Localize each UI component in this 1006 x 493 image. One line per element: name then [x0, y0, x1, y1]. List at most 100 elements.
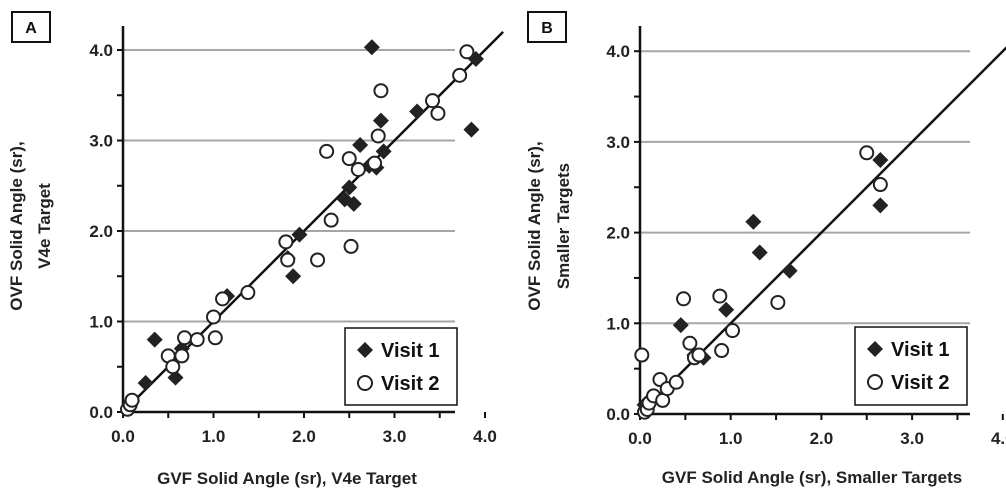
legend-marker-diamond: [357, 342, 373, 358]
data-point-circle: [452, 67, 468, 83]
y-tick-label: 1.0: [89, 313, 113, 332]
y-axis-label-line-1: OVF Solid Angle (sr),: [7, 141, 26, 310]
data-point-circle: [310, 252, 326, 268]
x-tick-label: 1.0: [719, 429, 743, 448]
data-point-diamond: [285, 268, 302, 285]
legend: Visit 1 Visit 2: [854, 326, 968, 406]
data-point-diamond: [872, 197, 889, 214]
data-point-diamond: [137, 375, 154, 392]
series-visit-1: [636, 152, 889, 413]
x-axis-label: GVF Solid Angle (sr), V4e Target: [157, 469, 417, 488]
series-visit-2: [120, 44, 475, 417]
data-point-circle: [174, 348, 190, 364]
data-point-diamond: [463, 121, 480, 138]
legend-entry-label: Visit 1: [891, 339, 950, 361]
legend-entry-label: Visit 1: [381, 340, 440, 362]
x-tick-label: 4.0: [991, 429, 1006, 448]
data-point-circle: [124, 392, 140, 408]
data-point-circle: [459, 44, 475, 60]
x-tick-label: 3.0: [383, 427, 407, 446]
series-visit-2: [634, 145, 888, 420]
data-point-circle: [341, 151, 357, 167]
data-point-diamond: [718, 301, 735, 318]
data-point-diamond: [341, 179, 358, 196]
data-point-diamond: [345, 195, 362, 212]
chart-panel-B: 0.0 1.0 2.0 3.0 4.0 0.0 1.0 2.0 3.0 4.0 GVF Solid …: [525, 11, 1006, 487]
x-tick-label: 0.0: [628, 429, 652, 448]
data-point-circle: [425, 93, 441, 109]
chart-panel-A: 0.0 1.0 2.0 3.0 4.0 0.0 1.0 2.0 3.0 4.0 GVF Solid …: [7, 11, 504, 488]
data-point-circle: [373, 83, 389, 99]
data-point-circle: [177, 330, 193, 346]
data-point-circle: [206, 309, 221, 325]
data-point-circle: [319, 143, 335, 159]
x-tick-label: 0.0: [111, 427, 135, 446]
x-tick-label: 3.0: [900, 429, 924, 448]
x-tick-label: 2.0: [292, 427, 316, 446]
data-point-diamond: [291, 226, 308, 243]
legend-marker-circle: [867, 374, 883, 390]
data-point-diamond: [352, 137, 369, 154]
data-point-circle: [278, 234, 294, 250]
legend-box: [344, 327, 458, 406]
data-point-diamond: [672, 317, 689, 334]
data-point-circle: [691, 347, 707, 363]
data-point-circle: [240, 285, 256, 301]
data-point-circle: [714, 343, 730, 359]
y-tick-label: 0.0: [89, 403, 113, 422]
data-point-diamond: [781, 262, 798, 279]
panel-label-A: A: [11, 11, 51, 43]
data-point-circle: [634, 347, 650, 363]
legend-entry-label: Visit 2: [381, 373, 440, 395]
data-point-circle: [165, 359, 181, 375]
data-point-circle: [676, 291, 692, 307]
data-point-circle: [350, 161, 366, 177]
panel-label-box: [11, 11, 51, 43]
data-point-circle: [370, 128, 386, 144]
data-point-diamond: [751, 244, 768, 261]
data-point-circle: [343, 238, 359, 254]
data-point-circle: [215, 291, 231, 307]
data-point-circle: [872, 177, 888, 193]
data-point-diamond: [372, 112, 389, 129]
x-axis-label: GVF Solid Angle (sr), Smaller Targets: [662, 468, 962, 487]
panel-label-box: [527, 11, 567, 43]
data-point-circle: [770, 294, 786, 310]
y-tick-label: 0.0: [606, 405, 630, 424]
legend-marker-circle: [357, 375, 373, 391]
data-point-circle: [189, 332, 205, 348]
data-point-circle: [367, 155, 383, 171]
y-tick-label: 3.0: [89, 132, 113, 151]
y-tick-label: 2.0: [606, 224, 630, 243]
y-tick-label: 2.0: [89, 222, 113, 241]
data-point-circle: [682, 335, 698, 351]
data-point-circle: [323, 212, 339, 228]
y-tick-label: 1.0: [606, 314, 630, 333]
y-tick-label: 4.0: [89, 41, 113, 60]
data-point-circle: [859, 145, 875, 161]
panel-label-B: B: [527, 11, 567, 43]
y-tick-label: 3.0: [606, 133, 630, 152]
data-point-diamond: [745, 213, 762, 230]
data-point-diamond: [363, 39, 380, 56]
y-tick-label: 4.0: [606, 42, 630, 61]
data-point-diamond: [409, 103, 426, 120]
panel-label-text: A: [25, 20, 37, 37]
data-point-circle: [668, 374, 684, 390]
data-point-circle: [430, 105, 446, 121]
data-point-diamond: [146, 331, 163, 348]
data-point-diamond: [872, 152, 889, 169]
data-point-diamond: [375, 143, 392, 160]
y-axis-label-line-2: V4e Target: [35, 183, 54, 269]
data-point-circle: [280, 252, 296, 268]
y-axis-label-line-1: OVF Solid Angle (sr),: [525, 141, 544, 310]
data-point-circle: [725, 323, 741, 339]
x-tick-label: 1.0: [202, 427, 226, 446]
legend-box: [854, 326, 968, 406]
y-axis-label-line-2: Smaller Targets: [554, 163, 573, 289]
legend-entry-label: Visit 2: [891, 372, 950, 394]
panel-label-text: B: [541, 20, 553, 37]
data-point-circle: [712, 288, 728, 304]
x-tick-label: 2.0: [810, 429, 834, 448]
